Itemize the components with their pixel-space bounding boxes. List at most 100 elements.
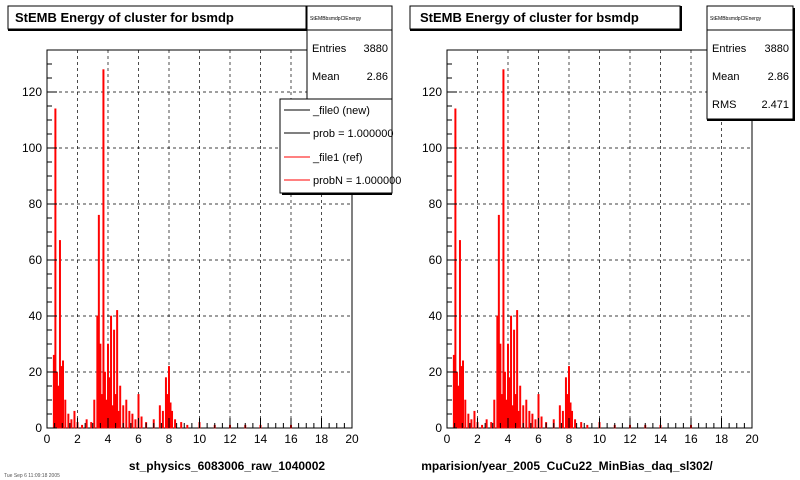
right-stats-value-mean: 2.86 — [768, 71, 789, 83]
left-bar — [108, 377, 111, 429]
right-bar — [531, 413, 534, 429]
right-stats-value-entries: 3880 — [765, 43, 789, 55]
left-bar — [93, 399, 96, 429]
left-bar — [125, 399, 128, 429]
legend-label-file1: _file1 (ref) — [312, 152, 363, 164]
left-bar — [140, 416, 143, 429]
left-grid — [47, 50, 352, 428]
left-axes: 0 2 4 6 8 10 12 14 16 18 20 0 20 40 60 80 100 120 — [22, 49, 359, 446]
right-bar — [457, 385, 460, 429]
right-y-tick-label: 0 — [435, 421, 442, 435]
right-bar — [502, 69, 505, 429]
left-bar — [174, 419, 177, 429]
left-bar — [81, 424, 84, 429]
legend-label-prob: prob = 1.000000 — [313, 128, 393, 140]
left-bar — [96, 315, 99, 429]
right-stats-name: StEMBbsmdpClEnergy — [710, 16, 762, 22]
left-bar — [161, 410, 164, 429]
right-bar — [452, 354, 455, 429]
right-bar — [558, 405, 561, 429]
left-bar — [166, 394, 169, 429]
left-y-tick-label: 80 — [29, 197, 43, 211]
right-bar — [528, 410, 531, 429]
right-x-axis-label: mparision/year_2005_CuCu22_MinBias_daq_s… — [421, 459, 713, 473]
right-bar — [569, 402, 572, 429]
right-bar — [467, 413, 470, 429]
left-bar — [114, 394, 117, 429]
right-bar — [564, 377, 567, 429]
right-panel: 0 2 4 6 8 10 12 14 16 18 20 0 20 40 60 80 100 120 StEMB E… — [409, 5, 795, 473]
left-stats-name: StEMBbsmdpClEnergy — [310, 16, 362, 22]
left-x-tick-label: 14 — [254, 432, 268, 446]
right-x-tick-label: 8 — [566, 432, 573, 446]
left-x-tick-label: 4 — [105, 432, 112, 446]
left-bar — [97, 214, 100, 429]
left-x-tick-label: 2 — [74, 432, 81, 446]
left-bar — [102, 69, 105, 429]
right-y-tick-label: 80 — [429, 197, 443, 211]
left-x-tick-label: 6 — [135, 432, 142, 446]
right-bar — [458, 240, 461, 429]
left-bar — [116, 310, 119, 429]
left-bar — [158, 405, 161, 429]
left-chart-title: StEMB Energy of cluster for bsmdp — [15, 10, 234, 25]
right-bar — [508, 377, 511, 429]
right-bar — [517, 410, 520, 429]
right-stats-label-rms: RMS — [712, 99, 736, 111]
left-bar — [85, 419, 88, 429]
left-x-tick-label: 16 — [284, 432, 298, 446]
right-x-tick-label: 0 — [444, 432, 451, 446]
right-x-tick-label: 14 — [654, 432, 668, 446]
left-y-tick-label: 40 — [29, 309, 43, 323]
left-y-tick-label: 60 — [29, 253, 43, 267]
left-bar — [57, 385, 60, 429]
right-bar — [514, 394, 517, 429]
right-bar — [473, 410, 476, 429]
right-x-tick-label: 12 — [623, 432, 637, 446]
right-bar — [540, 416, 543, 429]
left-panel: 0 2 4 6 8 10 12 14 16 18 20 0 20 40 60 80 100 120 StEMB E… — [7, 5, 401, 473]
left-bar — [119, 385, 122, 429]
right-bar — [503, 371, 506, 429]
left-bar — [107, 343, 109, 429]
left-y-tick-label: 0 — [35, 421, 42, 435]
left-bar — [90, 422, 93, 429]
left-bar — [134, 419, 137, 429]
right-bar — [500, 394, 503, 429]
left-bar — [128, 410, 131, 429]
right-y-tick-label: 40 — [429, 309, 443, 323]
right-bar — [499, 343, 502, 429]
left-x-axis-label: st_physics_6083006_raw_1040002 — [129, 459, 325, 473]
left-bar — [111, 405, 114, 429]
right-bar — [455, 371, 458, 429]
left-x-tick-label: 0 — [44, 432, 51, 446]
left-bar — [62, 360, 65, 429]
right-bar — [513, 329, 516, 429]
left-y-tick-label: 20 — [29, 365, 43, 379]
legend-label-file0: _file0 (new) — [312, 105, 370, 117]
right-x-tick-label: 20 — [745, 432, 759, 446]
right-y-tick-label: 60 — [429, 253, 443, 267]
right-bar — [566, 394, 569, 429]
left-bar — [52, 354, 55, 429]
right-bar — [496, 315, 499, 429]
right-bar — [490, 422, 493, 429]
left-bar — [55, 371, 58, 429]
left-series — [52, 69, 292, 429]
right-bar — [580, 422, 583, 429]
right-y-tick-label: 20 — [429, 365, 443, 379]
left-bar — [186, 424, 189, 429]
right-stats-box — [706, 5, 794, 120]
right-bar — [586, 424, 589, 429]
right-bar — [516, 310, 519, 429]
left-x-tick-label: 20 — [345, 432, 359, 446]
left-bar — [113, 329, 116, 429]
left-bar — [117, 410, 120, 429]
left-bar — [103, 371, 106, 429]
left-y-tick-label: 100 — [22, 141, 42, 155]
right-bar — [571, 410, 574, 429]
right-bar — [574, 419, 577, 429]
left-x-tick-label: 10 — [193, 432, 207, 446]
left-bar — [110, 315, 113, 429]
